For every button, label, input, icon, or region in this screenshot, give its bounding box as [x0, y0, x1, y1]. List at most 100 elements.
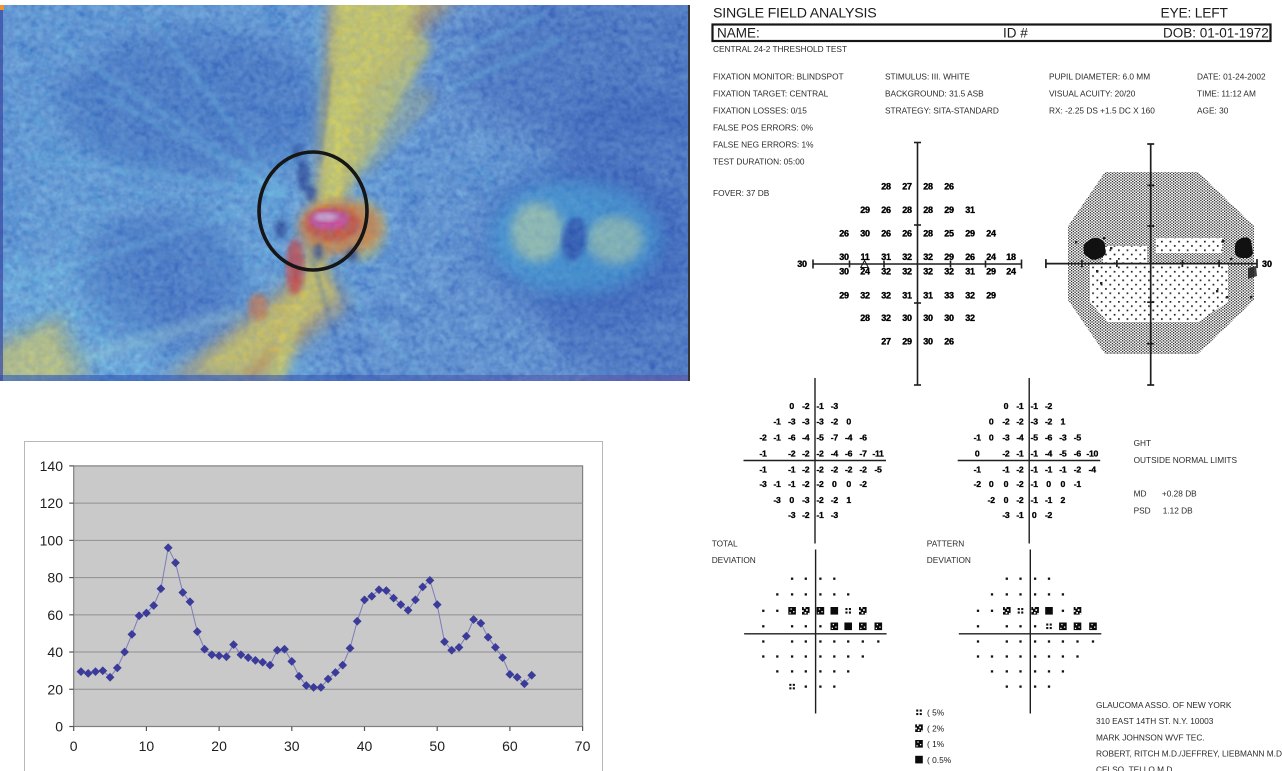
svg-text:26: 26 [944, 336, 954, 346]
svg-text:-5: -5 [1074, 432, 1082, 442]
svg-text:0: 0 [832, 479, 837, 489]
svg-text:28: 28 [860, 313, 870, 323]
svg-text:18: 18 [1006, 252, 1016, 262]
svg-text:DEVIATION: DEVIATION [927, 555, 971, 565]
svg-text:SINGLE FIELD ANALYSIS: SINGLE FIELD ANALYSIS [713, 6, 877, 22]
svg-text:0: 0 [70, 738, 78, 754]
svg-text:310 EAST 14TH ST. N.Y. 10003: 310 EAST 14TH ST. N.Y. 10003 [1096, 716, 1214, 726]
svg-text:-6: -6 [845, 448, 853, 458]
svg-text:32: 32 [944, 267, 954, 277]
svg-text:NAME:: NAME: [717, 26, 760, 41]
svg-text:-2: -2 [1045, 510, 1053, 520]
svg-text:29: 29 [839, 290, 849, 300]
svg-text:32: 32 [881, 313, 891, 323]
svg-text:0: 0 [846, 417, 851, 427]
svg-text:-2: -2 [802, 401, 810, 411]
svg-text:TOTAL: TOTAL [712, 539, 738, 549]
svg-text:32: 32 [923, 267, 933, 277]
svg-text:-4: -4 [1089, 464, 1097, 474]
svg-text:26: 26 [839, 229, 849, 239]
svg-text:-7: -7 [831, 432, 839, 442]
svg-text:-1: -1 [974, 464, 982, 474]
svg-text:50: 50 [429, 738, 445, 754]
svg-text:-1: -1 [1031, 464, 1039, 474]
svg-text:10: 10 [139, 738, 155, 754]
svg-text:60: 60 [47, 607, 63, 623]
svg-text:-1: -1 [816, 401, 824, 411]
svg-text:-3: -3 [759, 479, 767, 489]
svg-text:-2: -2 [1045, 417, 1053, 427]
svg-text:30: 30 [1262, 259, 1272, 269]
svg-text:-3: -3 [1059, 432, 1067, 442]
svg-text:1: 1 [1061, 417, 1066, 427]
svg-text:-1: -1 [759, 448, 767, 458]
svg-text:29: 29 [860, 205, 870, 215]
svg-text:-1: -1 [773, 479, 781, 489]
svg-text:-5: -5 [1059, 448, 1067, 458]
svg-text:FOVER: 37 DB: FOVER: 37 DB [713, 188, 770, 198]
svg-text:-1: -1 [1074, 479, 1082, 489]
svg-text:30: 30 [923, 313, 933, 323]
svg-text:-2: -2 [1016, 479, 1024, 489]
svg-text:0: 0 [1004, 401, 1009, 411]
svg-text:-10: -10 [1086, 448, 1098, 458]
svg-text:1.12 DB: 1.12 DB [1163, 506, 1193, 516]
svg-text:-2: -2 [1016, 417, 1024, 427]
svg-text:0: 0 [1046, 479, 1051, 489]
svg-text:-2: -2 [1016, 495, 1024, 505]
svg-text:26: 26 [965, 252, 975, 262]
svg-text:-4: -4 [1045, 448, 1053, 458]
svg-text:24: 24 [1006, 267, 1016, 277]
svg-text:2: 2 [1061, 495, 1066, 505]
svg-text:-1: -1 [1016, 401, 1024, 411]
svg-text:26: 26 [944, 182, 954, 192]
svg-text:-1: -1 [1031, 479, 1039, 489]
svg-text:29: 29 [986, 267, 996, 277]
svg-text:( 0.5%: ( 0.5% [927, 755, 952, 765]
svg-text:-2: -2 [816, 464, 824, 474]
svg-text:28: 28 [923, 229, 933, 239]
svg-text:30: 30 [797, 259, 807, 269]
svg-text:25: 25 [944, 229, 954, 239]
svg-text:31: 31 [965, 267, 975, 277]
svg-text:24: 24 [860, 267, 870, 277]
svg-text:FALSE NEG ERRORS: 1%: FALSE NEG ERRORS: 1% [713, 140, 814, 150]
svg-text:CELSO, TELLO M.D.: CELSO, TELLO M.D. [1096, 765, 1175, 771]
svg-text:-3: -3 [1002, 432, 1010, 442]
svg-text:TEST DURATION: 05:00: TEST DURATION: 05:00 [713, 157, 805, 167]
svg-text:FIXATION TARGET: CENTRAL: FIXATION TARGET: CENTRAL [713, 89, 829, 99]
svg-text:30: 30 [860, 229, 870, 239]
svg-text:-6: -6 [1045, 432, 1053, 442]
svg-text:30: 30 [944, 313, 954, 323]
svg-text:31: 31 [902, 290, 912, 300]
svg-text:-4: -4 [802, 432, 810, 442]
svg-text:100: 100 [40, 532, 64, 548]
svg-text:28: 28 [923, 205, 933, 215]
svg-text:0: 0 [1004, 495, 1009, 505]
svg-text:-2: -2 [974, 479, 982, 489]
svg-text:-1: -1 [788, 479, 796, 489]
svg-text:-1: -1 [773, 432, 781, 442]
svg-text:DEVIATION: DEVIATION [712, 555, 756, 565]
svg-text:-1: -1 [1016, 510, 1024, 520]
svg-text:ID #: ID # [1003, 26, 1028, 41]
svg-text:-4: -4 [831, 448, 839, 458]
svg-text:-1: -1 [1031, 495, 1039, 505]
svg-text:32: 32 [902, 267, 912, 277]
svg-text:32: 32 [860, 290, 870, 300]
svg-text:0: 0 [55, 719, 63, 735]
svg-text:-1: -1 [974, 432, 982, 442]
svg-text:-2: -2 [1002, 417, 1010, 427]
svg-text:( 2%: ( 2% [927, 724, 945, 734]
svg-text:30: 30 [284, 738, 300, 754]
svg-text:27: 27 [881, 336, 891, 346]
svg-text:FIXATION LOSSES: 0/15: FIXATION LOSSES: 0/15 [713, 106, 807, 116]
svg-text:-1: -1 [788, 464, 796, 474]
svg-text:-2: -2 [1016, 464, 1024, 474]
svg-text:32: 32 [965, 313, 975, 323]
svg-text:PATTERN: PATTERN [927, 539, 965, 549]
svg-text:-2: -2 [1074, 464, 1082, 474]
svg-text:120: 120 [40, 495, 64, 511]
svg-text:-3: -3 [831, 401, 839, 411]
svg-text:0: 0 [989, 479, 994, 489]
